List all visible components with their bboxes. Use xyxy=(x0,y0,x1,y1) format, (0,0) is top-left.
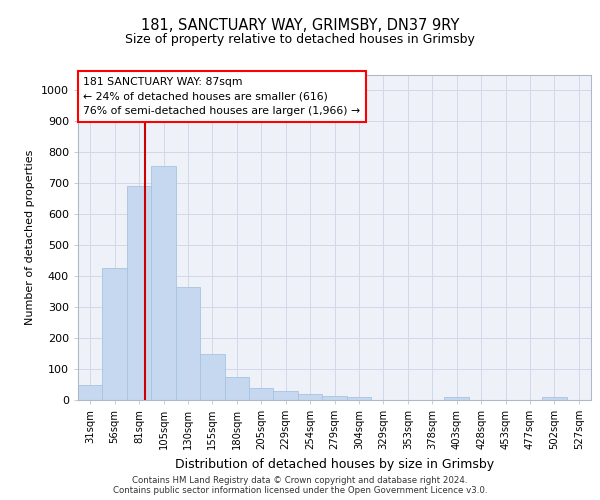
X-axis label: Distribution of detached houses by size in Grimsby: Distribution of detached houses by size … xyxy=(175,458,494,470)
Bar xyxy=(347,397,371,400)
Bar xyxy=(78,384,103,400)
Bar xyxy=(542,397,566,400)
Bar xyxy=(224,377,249,400)
Text: Size of property relative to detached houses in Grimsby: Size of property relative to detached ho… xyxy=(125,32,475,46)
Bar xyxy=(151,166,176,400)
Text: 181 SANCTUARY WAY: 87sqm
← 24% of detached houses are smaller (616)
76% of semi-: 181 SANCTUARY WAY: 87sqm ← 24% of detach… xyxy=(83,76,360,116)
Bar xyxy=(322,396,347,400)
Bar xyxy=(274,390,298,400)
Text: Contains HM Land Registry data © Crown copyright and database right 2024.: Contains HM Land Registry data © Crown c… xyxy=(132,476,468,485)
Bar xyxy=(249,388,274,400)
Y-axis label: Number of detached properties: Number of detached properties xyxy=(25,150,35,325)
Bar xyxy=(103,268,127,400)
Text: Contains public sector information licensed under the Open Government Licence v3: Contains public sector information licen… xyxy=(113,486,487,495)
Bar xyxy=(298,394,322,400)
Text: 181, SANCTUARY WAY, GRIMSBY, DN37 9RY: 181, SANCTUARY WAY, GRIMSBY, DN37 9RY xyxy=(141,18,459,32)
Bar xyxy=(445,397,469,400)
Bar xyxy=(127,186,151,400)
Bar xyxy=(200,354,224,400)
Bar xyxy=(176,287,200,400)
